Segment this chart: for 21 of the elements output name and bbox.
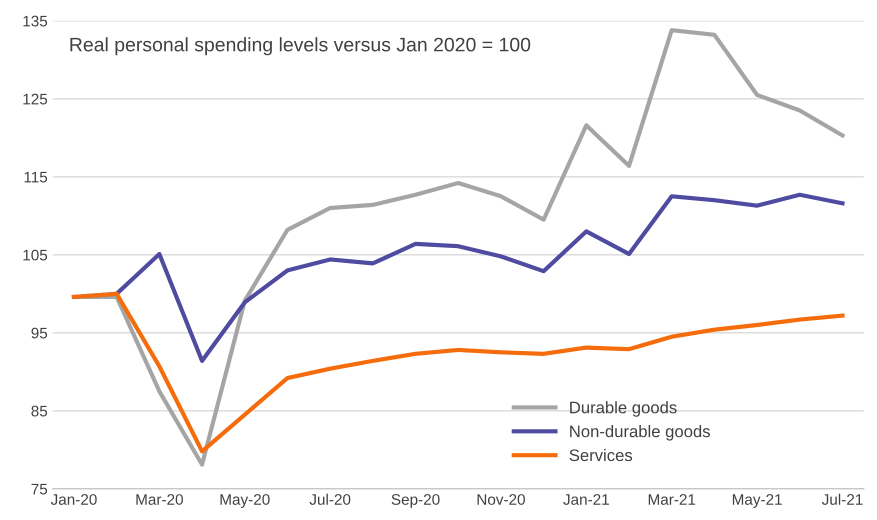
y-tick-label: 115 — [24, 172, 48, 182]
x-tick-label: Sep-20 — [392, 494, 440, 508]
y-tick-label: 135 — [23, 16, 48, 26]
y-tick-label: 125 — [23, 94, 48, 104]
text: Real personal spending levels versus Jan 2020 = 100 — [70, 37, 530, 56]
legend-label: Services — [570, 448, 632, 462]
x-tick-label: May-21 — [732, 494, 782, 508]
y-tick-label: 105 — [23, 250, 48, 260]
x-tick-label: May-20 — [220, 494, 270, 508]
x-tick-label: Jul-21 — [822, 494, 863, 505]
x-tick-label: Jan-21 — [563, 494, 609, 505]
legend-label: Durable goods — [570, 401, 677, 417]
y-tick-label: 85 — [31, 406, 48, 416]
x-tick-label: Jan-20 — [50, 494, 97, 505]
x-tick-label: Jul-20 — [310, 494, 350, 505]
x-tick-label: Mar-20 — [136, 494, 183, 505]
x-tick-label: Mar-21 — [648, 494, 696, 505]
y-tick-label: 95 — [31, 328, 48, 338]
y-tick-label: 75 — [32, 484, 48, 494]
x-tick-label: Nov-20 — [478, 494, 525, 505]
legend-label: Non-durable goods — [570, 425, 710, 441]
